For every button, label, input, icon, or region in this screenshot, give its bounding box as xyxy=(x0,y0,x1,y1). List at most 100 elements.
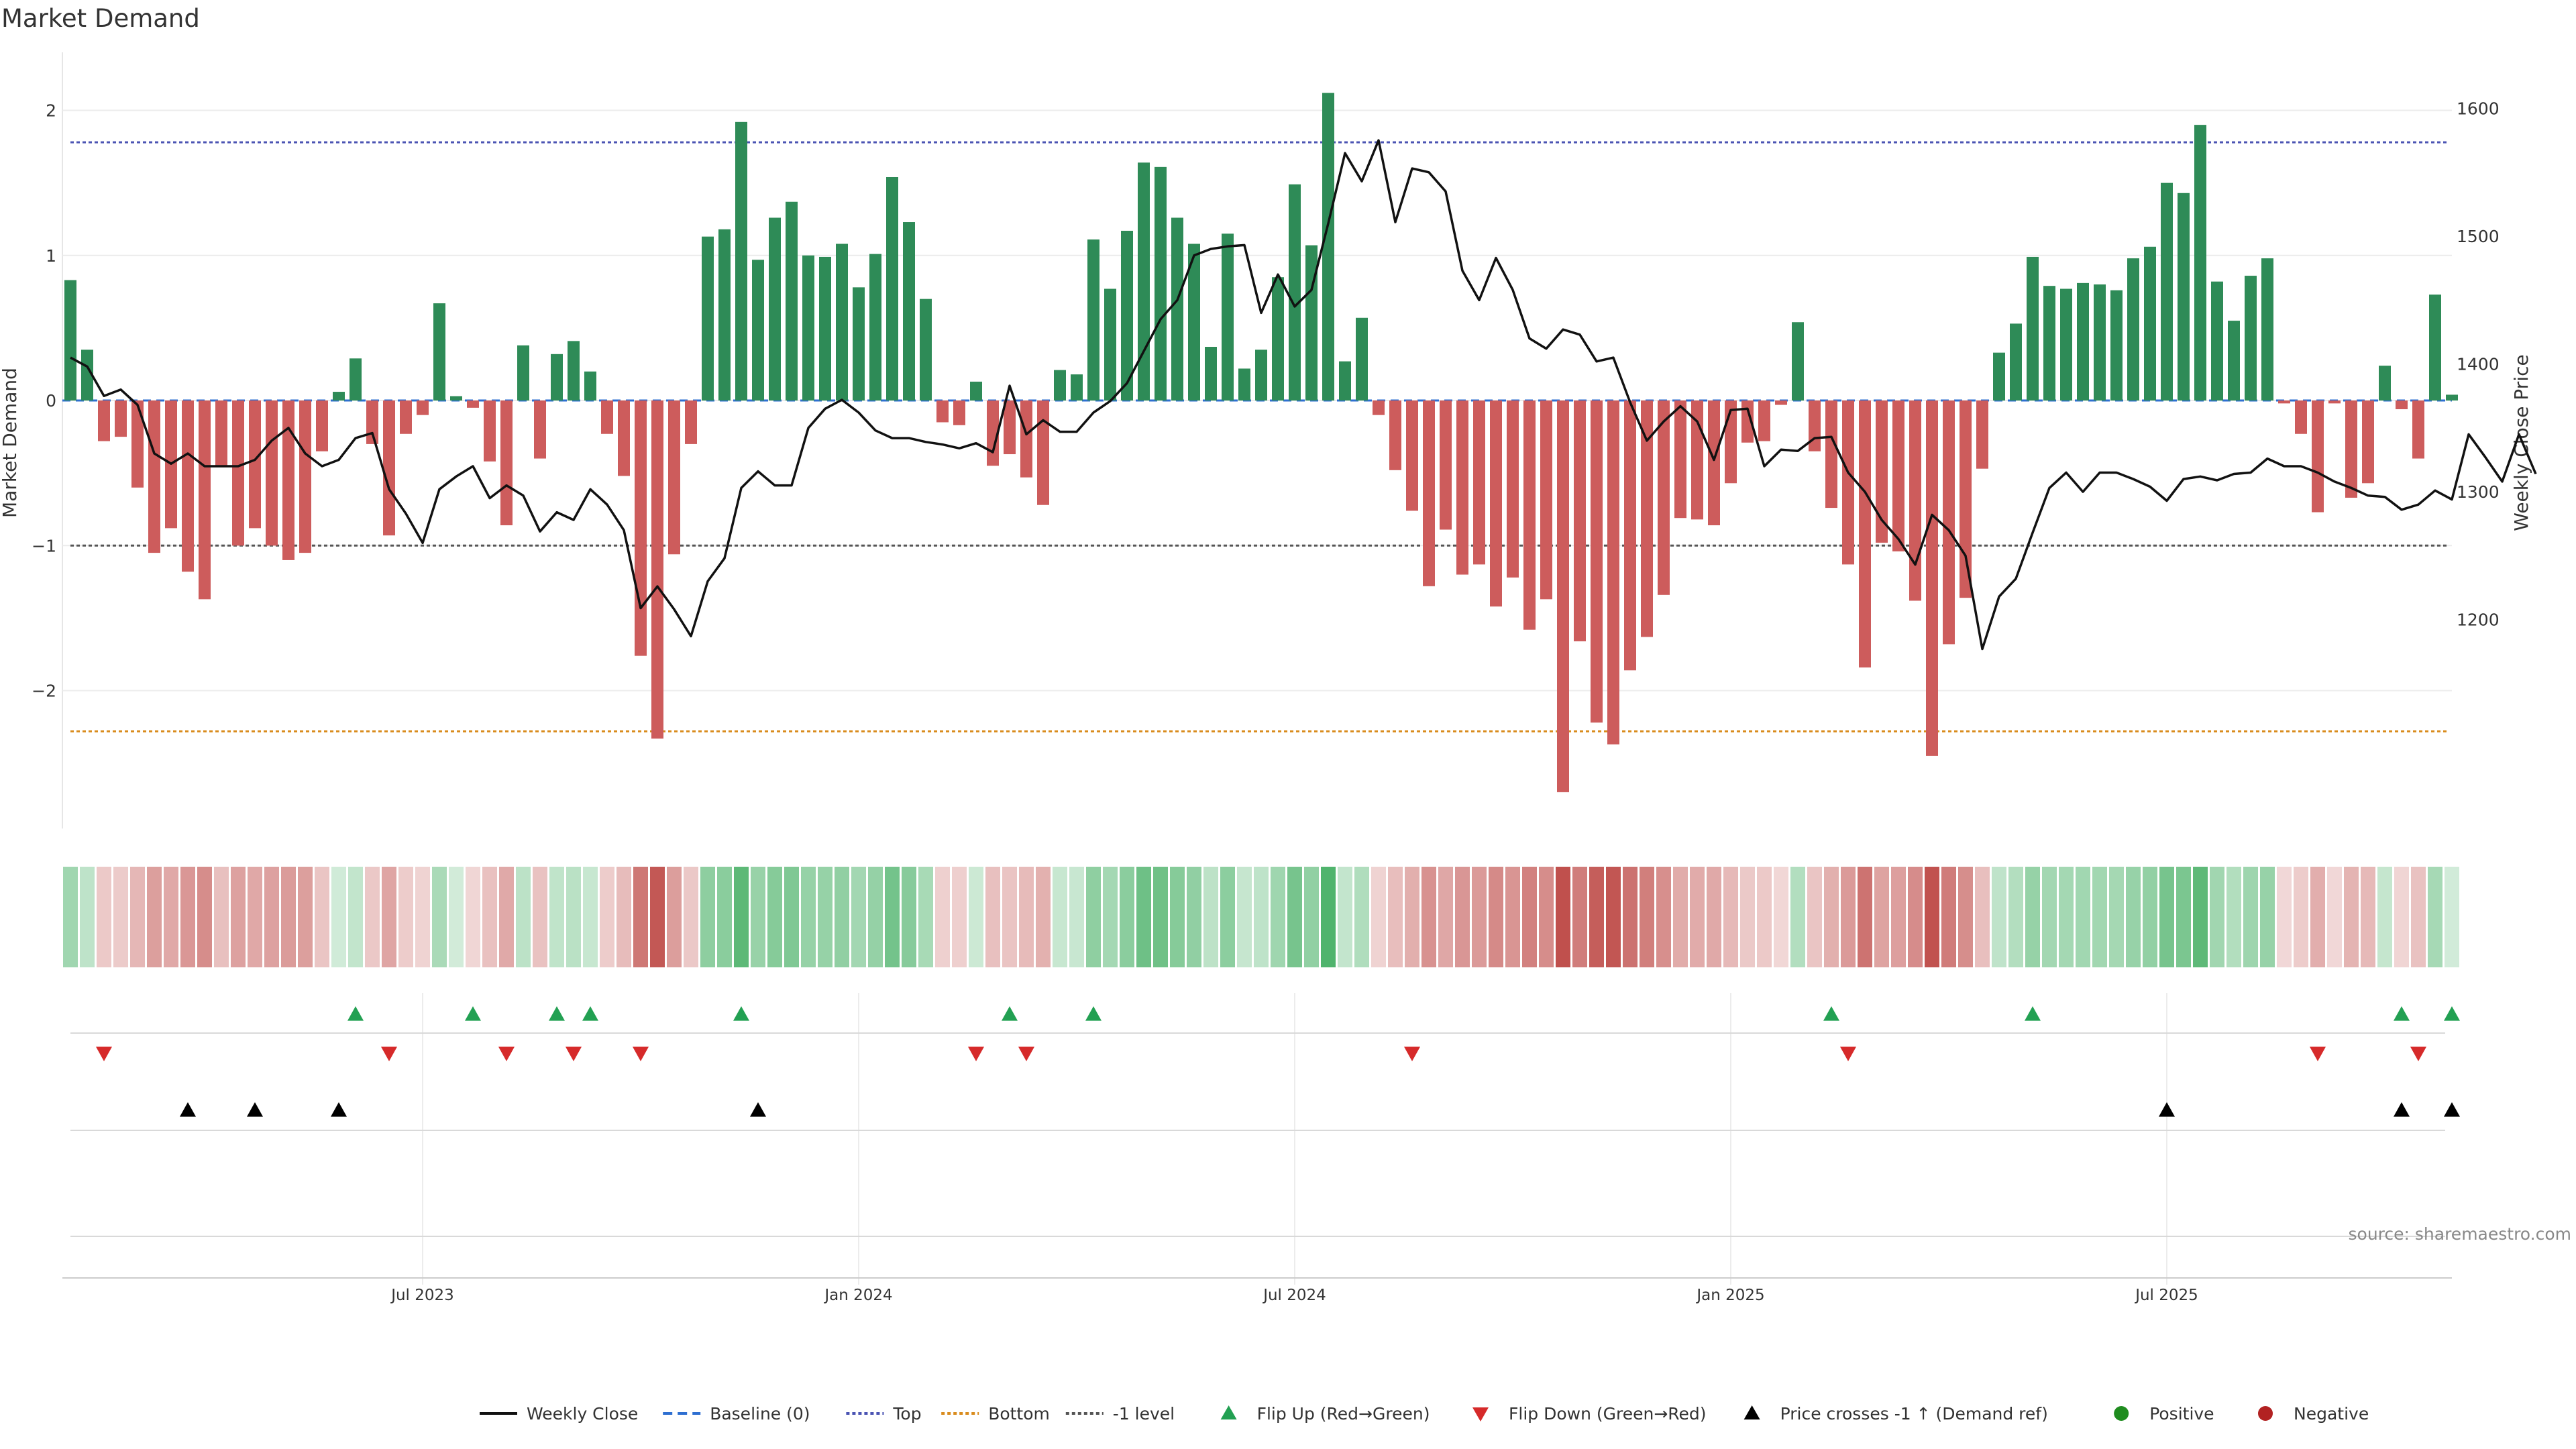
demand-bar-42 xyxy=(769,217,781,401)
flip-up-marker-0 xyxy=(347,1006,364,1021)
heatmap-cell-38 xyxy=(700,867,715,967)
heatmap-cell-58 xyxy=(1036,867,1051,967)
y-axis-label: Market Demand xyxy=(0,368,21,518)
heatmap-cell-34 xyxy=(633,867,648,967)
heatmap-cell-43 xyxy=(784,867,799,967)
heatmap-cell-67 xyxy=(1187,867,1201,967)
heatmap-cell-139 xyxy=(2394,867,2409,967)
demand-bar-90 xyxy=(1574,400,1586,642)
demand-bar-73 xyxy=(1289,184,1301,401)
heatmap-cell-108 xyxy=(1874,867,1889,967)
demand-bar-85 xyxy=(1490,400,1502,607)
heatmap-cell-30 xyxy=(566,867,581,967)
legend-swatch-9 xyxy=(2258,1406,2273,1421)
heatmap-cell-97 xyxy=(1690,867,1705,967)
y2-tick-label-4: 1200 xyxy=(2457,610,2500,630)
event-markers xyxy=(70,1006,2460,1237)
legend-swatch-8 xyxy=(2114,1406,2129,1421)
heatmap-cell-62 xyxy=(1103,867,1118,967)
demand-bar-114 xyxy=(1976,400,1988,469)
demand-bar-69 xyxy=(1222,233,1234,401)
heatmap-cell-110 xyxy=(1908,867,1923,967)
demand-bar-0 xyxy=(64,280,76,401)
demand-bar-141 xyxy=(2429,294,2441,401)
heatmap-cell-124 xyxy=(2143,867,2157,967)
demand-bar-139 xyxy=(2396,400,2408,410)
demand-bar-5 xyxy=(148,400,160,553)
heatmap-cell-53 xyxy=(952,867,967,967)
demand-bar-127 xyxy=(2194,125,2206,401)
heatmap-cell-51 xyxy=(918,867,933,967)
heatmap-cell-102 xyxy=(1774,867,1788,967)
demand-bar-8 xyxy=(199,400,211,600)
demand-bar-140 xyxy=(2412,400,2424,459)
heatmap-cell-10 xyxy=(231,867,246,967)
legend-label-1: Baseline (0) xyxy=(710,1404,810,1424)
demand-bar-106 xyxy=(1842,400,1854,565)
heatmap-cell-76 xyxy=(1338,867,1352,967)
heatmap-cell-135 xyxy=(2327,867,2342,967)
heatmap-cell-59 xyxy=(1053,867,1067,967)
heatmap-cell-87 xyxy=(1522,867,1537,967)
heatmap-cell-44 xyxy=(801,867,816,967)
demand-bar-75 xyxy=(1322,93,1334,401)
heatmap-cell-132 xyxy=(2277,867,2292,967)
demand-bar-61 xyxy=(1087,239,1099,401)
flip-down-marker-8 xyxy=(1840,1046,1856,1061)
heatmap-cell-5 xyxy=(147,867,162,967)
demand-bar-93 xyxy=(1624,400,1636,671)
heatmap-cell-115 xyxy=(1992,867,2006,967)
flip-up-marker-7 xyxy=(1823,1006,1839,1021)
demand-bar-24 xyxy=(467,400,479,408)
heatmap-cell-80 xyxy=(1405,867,1419,967)
heatmap-cell-119 xyxy=(2059,867,2074,967)
heatmap-cell-133 xyxy=(2294,867,2308,967)
heatmap-cell-63 xyxy=(1120,867,1134,967)
heatmap-cell-77 xyxy=(1354,867,1369,967)
demand-bar-128 xyxy=(2211,281,2223,401)
flip-down-marker-2 xyxy=(498,1046,515,1061)
demand-bar-91 xyxy=(1591,400,1603,723)
demand-bar-29 xyxy=(551,354,563,401)
heatmap-cell-52 xyxy=(935,867,950,967)
demand-bar-36 xyxy=(668,400,680,555)
heatmap-cell-138 xyxy=(2377,867,2392,967)
heatmap-cell-114 xyxy=(1975,867,1990,967)
heatmap-cell-66 xyxy=(1170,867,1185,967)
heatmap-cell-18 xyxy=(365,867,380,967)
demand-bar-110 xyxy=(1909,400,1921,601)
flip-up-marker-6 xyxy=(1085,1006,1102,1021)
demand-bar-122 xyxy=(2110,290,2123,401)
chart-title: Market Demand xyxy=(1,4,200,33)
demand-bar-28 xyxy=(534,400,546,459)
heatmap-cell-107 xyxy=(1858,867,1872,967)
x-tick-label-4: Jul 2025 xyxy=(2134,1287,2198,1304)
demand-bar-113 xyxy=(1960,400,1972,598)
demand-bar-38 xyxy=(702,236,714,401)
demand-bar-14 xyxy=(299,400,311,553)
demand-bar-107 xyxy=(1859,400,1871,667)
demand-bar-21 xyxy=(417,400,429,415)
demand-bar-11 xyxy=(249,400,261,529)
heatmap-cell-83 xyxy=(1455,867,1470,967)
price-cross-marker-0 xyxy=(180,1102,196,1117)
heatmap-cell-39 xyxy=(717,867,732,967)
heatmap-cell-40 xyxy=(734,867,749,967)
demand-bar-109 xyxy=(1892,400,1904,551)
heatmap-cell-33 xyxy=(616,867,631,967)
heatmap-cell-31 xyxy=(583,867,598,967)
heatmap-cell-68 xyxy=(1203,867,1218,967)
demand-bar-50 xyxy=(903,222,915,401)
heatmap-cell-26 xyxy=(499,867,514,967)
demand-bar-43 xyxy=(786,201,798,401)
heatmap-cell-49 xyxy=(885,867,900,967)
y-tick-label-4: −2 xyxy=(32,682,56,701)
source-note: source: sharemaestro.com xyxy=(2349,1224,2572,1244)
heatmap-cell-41 xyxy=(751,867,765,967)
heatmap-cell-20 xyxy=(398,867,413,967)
heatmap-cell-6 xyxy=(164,867,178,967)
flip-down-marker-9 xyxy=(2310,1046,2326,1061)
flip-up-marker-5 xyxy=(1002,1006,1018,1021)
heatmap-cell-7 xyxy=(180,867,195,967)
